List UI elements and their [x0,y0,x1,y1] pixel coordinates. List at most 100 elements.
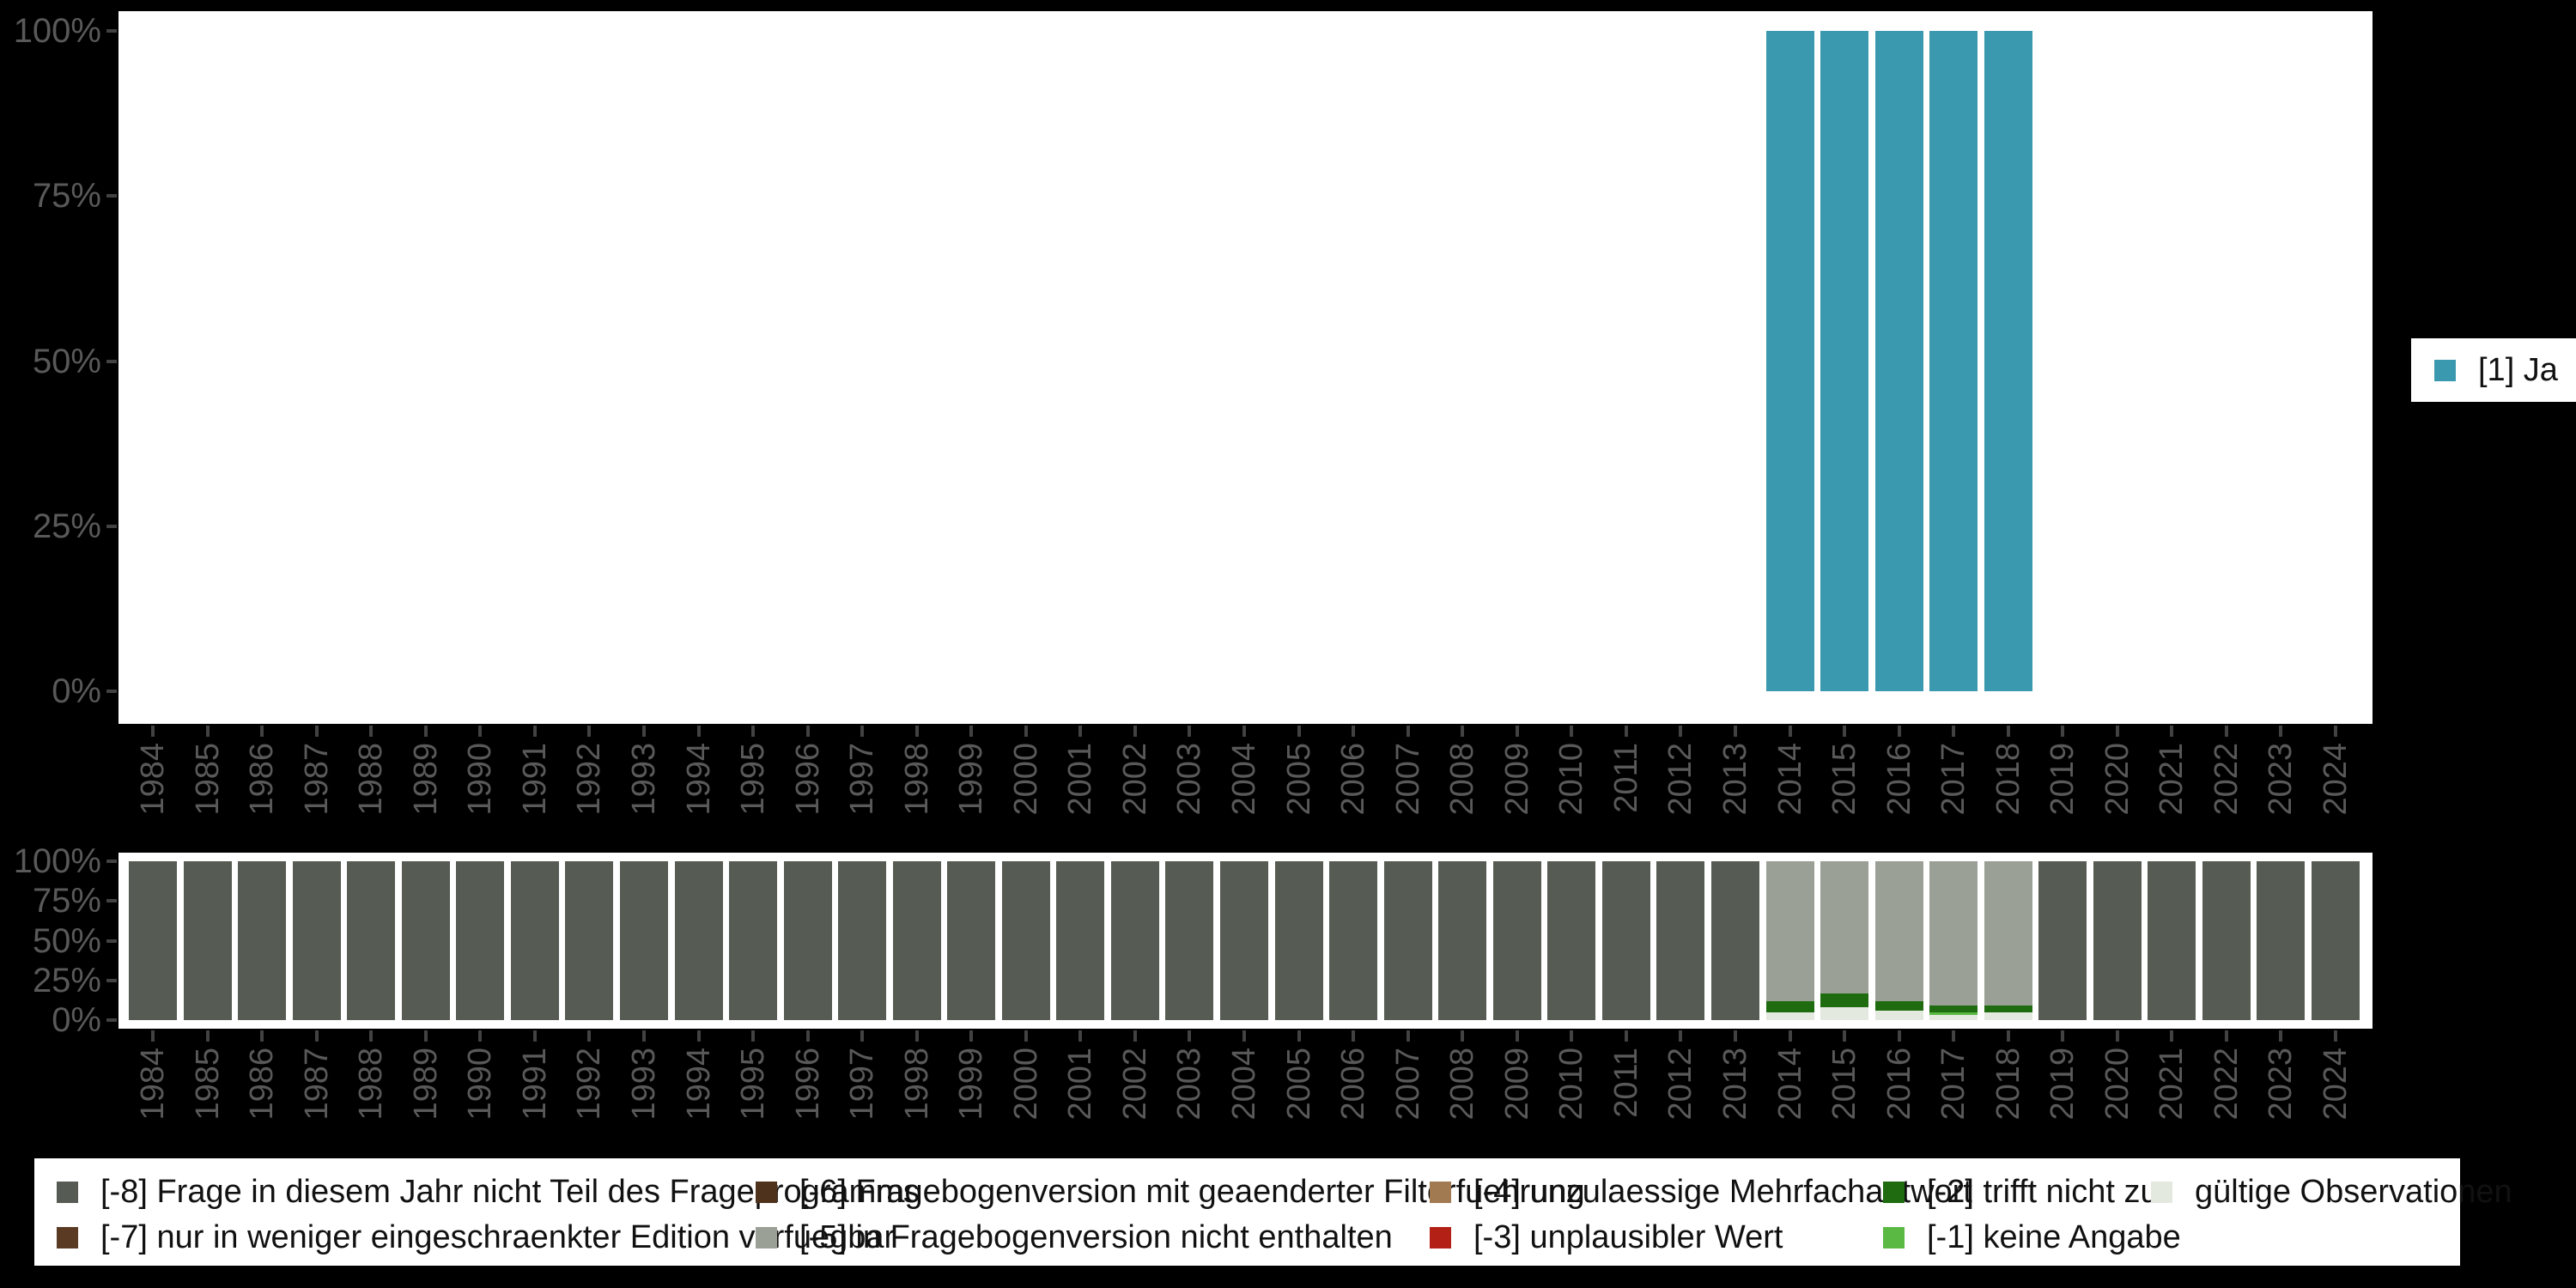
y-axis-tick-label: 50% [32,342,101,380]
x-axis-year-label: 2014 [1771,743,1808,816]
x-axis-tick-mark [1024,726,1028,737]
bar-segment-2009 [1492,861,1541,1020]
x-axis-tick-mark [805,1030,810,1042]
legend-swatch-m5 [756,1226,777,1249]
y-axis-tick-label: 0% [52,1001,101,1039]
x-axis-tick-mark [369,1030,374,1042]
x-axis-year-label: 1996 [789,1048,826,1121]
bar-segment-2019 [2038,861,2087,1020]
x-axis-year-label: 2002 [1116,743,1153,816]
x-axis-tick-mark [2006,726,2010,737]
x-axis-year-label: 1986 [244,743,281,816]
x-axis-tick-mark [641,1030,646,1042]
legend-label-m2: [-2] trifft nicht zu [1927,1173,2159,1210]
bar-segment-1997 [838,861,887,1020]
x-axis-year-label: 2009 [1498,1048,1535,1121]
bar-segment-1995 [729,861,778,1020]
y-axis-tick-label: 100% [13,842,101,880]
x-axis-tick-mark [1133,726,1137,737]
x-axis-year-label: 2024 [2318,743,2354,816]
bar-segment-2018 [1984,1012,2032,1020]
x-axis-year-label: 1999 [953,1048,990,1121]
bar-segment-2012 [1656,861,1705,1020]
legend-entry-m6: [-6] Fragebogenversion mit geaenderter F… [756,1174,1585,1210]
x-axis-tick-mark [532,726,537,737]
x-axis-year-label: 2011 [1607,1048,1644,1118]
x-axis-year-label: 1987 [298,743,335,816]
y-axis-tick-mark [106,359,117,363]
y-axis-tick-mark [106,939,117,943]
x-axis-year-label: 2021 [2154,743,2190,816]
bar-segment-1992 [565,861,614,1020]
top-chart-panel [118,11,2372,724]
x-axis-year-label: 1993 [625,1048,662,1121]
bar-segment-2017 [1929,31,1978,691]
x-axis-year-label: 1997 [844,1048,881,1121]
x-axis-tick-mark [860,726,865,737]
x-axis-tick-mark [205,726,210,737]
bar-segment-2017 [1929,861,1978,1006]
bar-segment-2013 [1710,861,1759,1020]
x-axis-year-label: 2013 [1716,1048,1753,1121]
x-axis-tick-mark [260,1030,264,1042]
legend-entry-m3: [-3] unplausibler Wert [1430,1219,1783,1255]
bar-segment-1999 [947,861,996,1020]
bar-segment-1994 [674,861,723,1020]
x-axis-tick-mark [1406,1030,1410,1042]
x-axis-year-label: 2021 [2154,1048,2190,1121]
x-axis-year-label: 2001 [1062,743,1099,816]
x-axis-tick-mark [1624,1030,1628,1042]
bar-segment-2007 [1383,861,1432,1020]
x-axis-year-label: 2024 [2318,1048,2354,1121]
x-axis-year-label: 1999 [953,743,990,816]
bar-segment-2002 [1110,861,1159,1020]
x-axis-tick-mark [1078,1030,1083,1042]
x-axis-year-label: 2010 [1553,743,1590,816]
bar-segment-2008 [1438,861,1487,1020]
bar-segment-2015 [1820,861,1869,993]
legend-label-m1: [-1] keine Angabe [1927,1218,2181,1255]
bar-segment-2000 [1001,861,1050,1020]
legend-entry-m1: [-1] keine Angabe [1883,1218,2181,1255]
bar-segment-1990 [456,861,505,1020]
x-axis-year-label: 1988 [353,1048,390,1121]
legend-label-m5: [-5] in Fragebogenversion nicht enthalte… [799,1218,1393,1255]
bar-segment-2014 [1765,1012,1814,1020]
x-axis-tick-mark [1952,1030,1956,1042]
x-axis-tick-mark [1897,1030,1901,1042]
bar-segment-1989 [401,861,450,1020]
bar-segment-2006 [1329,861,1378,1020]
x-axis-year-label: 2019 [2044,1048,2081,1121]
x-axis-tick-mark [1297,726,1301,737]
x-axis-tick-mark [587,726,592,737]
x-axis-year-label: 2006 [1335,1048,1372,1121]
x-axis-tick-mark [1624,726,1628,737]
bar-segment-1987 [292,861,341,1020]
bar-segment-2016 [1874,1010,1923,1020]
x-axis-year-label: 2016 [1880,743,1917,816]
legend-swatch-m4 [1430,1181,1451,1203]
x-axis-tick-mark [2006,1030,2010,1042]
legend-swatch-ja [2434,359,2456,381]
x-axis-tick-mark [2334,726,2337,737]
y-axis-tick-mark [106,524,117,528]
bar-segment-2017 [1929,1012,1978,1016]
x-axis-year-label: 2001 [1062,1048,1099,1121]
x-axis-year-label: 1989 [407,1048,444,1121]
x-axis-year-label: 2022 [2208,743,2245,816]
x-axis-year-label: 2016 [1880,1048,1917,1121]
bar-segment-1984 [129,861,177,1020]
bar-segment-1985 [183,861,232,1020]
x-axis-year-label: 1984 [135,743,171,816]
x-axis-tick-mark [1024,1030,1028,1042]
y-axis-tick-label: 0% [52,672,101,710]
x-axis-year-label: 1992 [571,1048,608,1121]
x-axis-year-label: 1990 [462,743,499,816]
bar-segment-2018 [1984,861,2032,1006]
bar-segment-2024 [2312,861,2360,1020]
x-axis-tick-mark [532,1030,537,1042]
x-axis-year-label: 2022 [2208,1048,2245,1121]
legend-label-valid: gültige Observationen [2195,1173,2512,1210]
legend-entry-m2: [-2] trifft nicht zu [1883,1173,2159,1210]
x-axis-tick-mark [1897,726,1901,737]
